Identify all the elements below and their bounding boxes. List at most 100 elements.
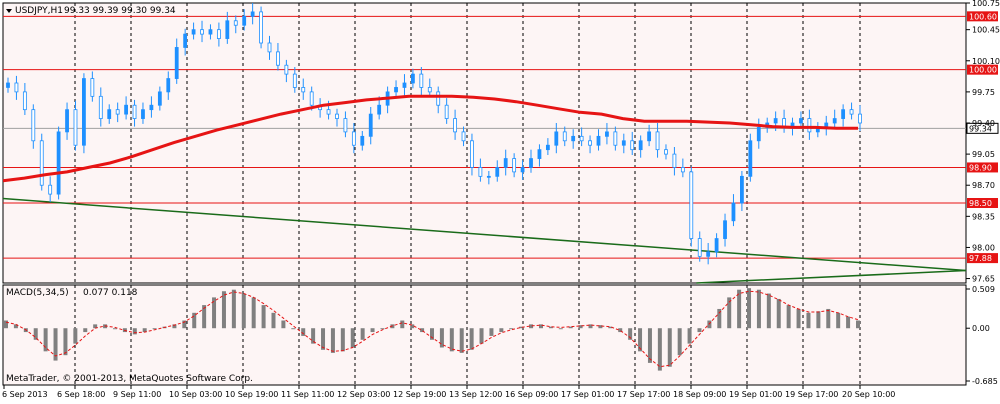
time-tick-label: 16 Sep 09:00 — [505, 390, 558, 399]
macd-bar — [836, 312, 841, 329]
price-level-tag — [967, 198, 998, 208]
macd-bar — [430, 328, 434, 340]
macd-bar — [420, 328, 425, 333]
candle-body — [664, 149, 668, 155]
candle-body — [402, 82, 407, 88]
time-tick-label: 19 Sep 01:00 — [729, 390, 782, 399]
candle-body — [351, 131, 356, 146]
candle-body — [191, 29, 196, 35]
candle-body — [444, 104, 449, 119]
macd-bar — [717, 308, 722, 329]
candle-body — [503, 158, 508, 168]
candle-body — [858, 113, 862, 124]
candle-body — [461, 131, 466, 142]
macd-bar — [112, 328, 117, 330]
macd-bar — [766, 293, 771, 329]
macd-bar — [83, 328, 88, 333]
price-panel[interactable] — [2, 2, 967, 284]
macd-bar — [598, 325, 603, 329]
macd-bar — [221, 291, 226, 329]
candle-body — [149, 104, 154, 111]
candle-body — [545, 144, 550, 151]
macd-bar — [360, 328, 365, 340]
candle-body — [849, 109, 854, 115]
candle-body — [98, 95, 103, 119]
price-level-tag — [967, 11, 998, 22]
price-tick-label: 97.65 — [972, 275, 995, 284]
price-tick-label: 98.70 — [972, 181, 995, 190]
chart-menu-triangle-icon[interactable] — [6, 9, 12, 13]
candle-body — [132, 104, 137, 119]
macd-tick-label: -0.685 — [972, 377, 998, 386]
macd-bar — [489, 328, 494, 336]
time-tick-label: 10 Sep 03:00 — [169, 390, 222, 399]
macd-bar — [509, 328, 514, 330]
time-tick-label: 17 Sep 01:00 — [561, 390, 614, 399]
price-axis: 100.75 100.45 100.10 99.75 99.40 99.05 98.70 98… — [966, 0, 1000, 284]
candle-body — [706, 251, 711, 257]
macd-bar — [687, 328, 692, 344]
candle-body — [48, 184, 53, 195]
macd-bar — [727, 297, 732, 329]
macd-bar — [410, 324, 415, 329]
candle-body — [377, 104, 382, 115]
candle-body — [90, 78, 95, 97]
candle-body — [537, 149, 542, 159]
ohlc-values: 99.33 99.39 99.30 99.34 — [64, 6, 176, 16]
macd-bar — [786, 305, 791, 329]
macd-panel[interactable] — [2, 284, 967, 386]
macd-bar — [330, 328, 335, 353]
candle-body — [73, 109, 78, 146]
macd-bar — [618, 328, 623, 333]
time-tick-label: 6 Sep 2013 — [2, 390, 48, 399]
candle-body — [82, 78, 86, 146]
candle-body — [419, 73, 424, 88]
macd-label: MACD(5,34,5) — [6, 288, 69, 298]
price-tick-label: 99.40 — [972, 119, 995, 128]
candle-body — [335, 113, 339, 119]
candle-body — [233, 20, 238, 26]
candle-body — [157, 91, 162, 106]
macd-bar — [93, 324, 98, 329]
candle-body — [225, 20, 230, 39]
macd-bar — [697, 328, 702, 333]
price-tick-label: 99.75 — [972, 88, 995, 97]
macd-bar — [667, 328, 672, 367]
macd-bar — [182, 320, 187, 329]
price-level-label: 100.60 — [969, 12, 997, 21]
current-price-tag — [966, 122, 999, 134]
candle-body — [841, 109, 846, 119]
time-tick-label: 17 Sep 17:00 — [617, 390, 670, 399]
trendlines — [2, 197, 967, 284]
price-level-label: 97.88 — [969, 254, 992, 263]
candle-body — [621, 140, 626, 146]
macd-bar — [63, 328, 68, 356]
candle-body — [630, 140, 635, 151]
candle-body — [512, 158, 517, 173]
macd-bar — [628, 328, 633, 340]
candle-body — [39, 140, 44, 186]
candle-body — [579, 135, 584, 142]
macd-bar — [271, 312, 276, 329]
candle-body — [486, 175, 491, 178]
chart-header: USDJPY,H1 99.33 99.39 99.30 99.34 — [6, 6, 176, 16]
macd-bar — [558, 328, 563, 330]
macd-bar — [737, 289, 742, 329]
macd-bar — [340, 328, 345, 352]
macd-bar — [172, 324, 177, 329]
macd-bar — [519, 326, 524, 329]
macd-bar — [846, 316, 851, 329]
macd-bar — [538, 324, 543, 329]
macd-bar — [459, 328, 464, 353]
macd-bar — [53, 328, 58, 361]
candle-body — [141, 109, 145, 119]
candle-body — [250, 11, 255, 17]
macd-bar — [638, 328, 643, 352]
macd-axis: 0.509 0.00 -0.685 — [966, 285, 998, 386]
candle-body — [22, 91, 27, 111]
candle-body — [554, 131, 559, 146]
candle-body — [292, 73, 297, 88]
candle-body — [740, 175, 744, 204]
